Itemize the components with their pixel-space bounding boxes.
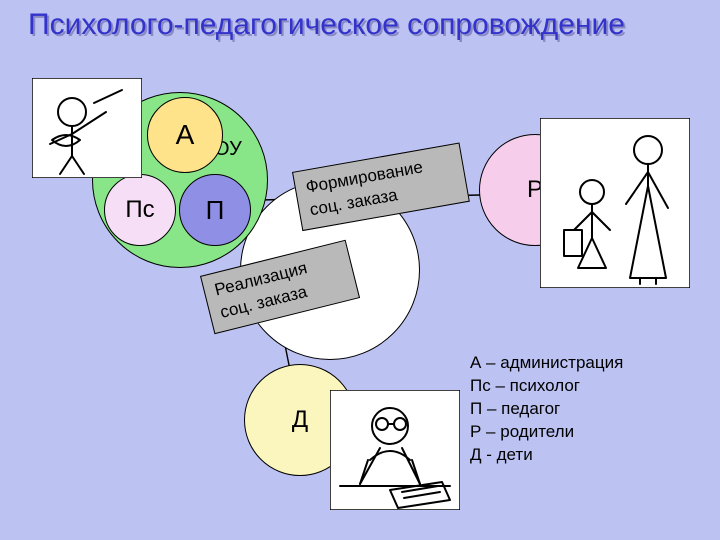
legend-line: А – администрация bbox=[470, 352, 623, 375]
clipart-mother-daughter bbox=[540, 118, 690, 288]
clipart-child-test bbox=[330, 390, 460, 510]
clipart-teacher bbox=[32, 78, 142, 178]
legend-line: Р – родители bbox=[470, 421, 623, 444]
legend-line: Д - дети bbox=[470, 444, 623, 467]
circle-ps-label: Пс bbox=[125, 196, 154, 224]
circle-a-label: А bbox=[176, 119, 195, 151]
page-title: Психолого-педагогическое сопровождение bbox=[28, 8, 625, 42]
circle-p: П bbox=[179, 174, 251, 246]
circle-d-label: Д bbox=[292, 406, 308, 434]
legend-line: П – педагог bbox=[470, 398, 623, 421]
circle-a: А bbox=[147, 97, 223, 173]
circle-p-label: П bbox=[206, 195, 225, 226]
legend-line: Пс – психолог bbox=[470, 375, 623, 398]
circle-ps: Пс bbox=[104, 174, 176, 246]
legend: А – администрация Пс – психолог П – педа… bbox=[470, 352, 623, 467]
